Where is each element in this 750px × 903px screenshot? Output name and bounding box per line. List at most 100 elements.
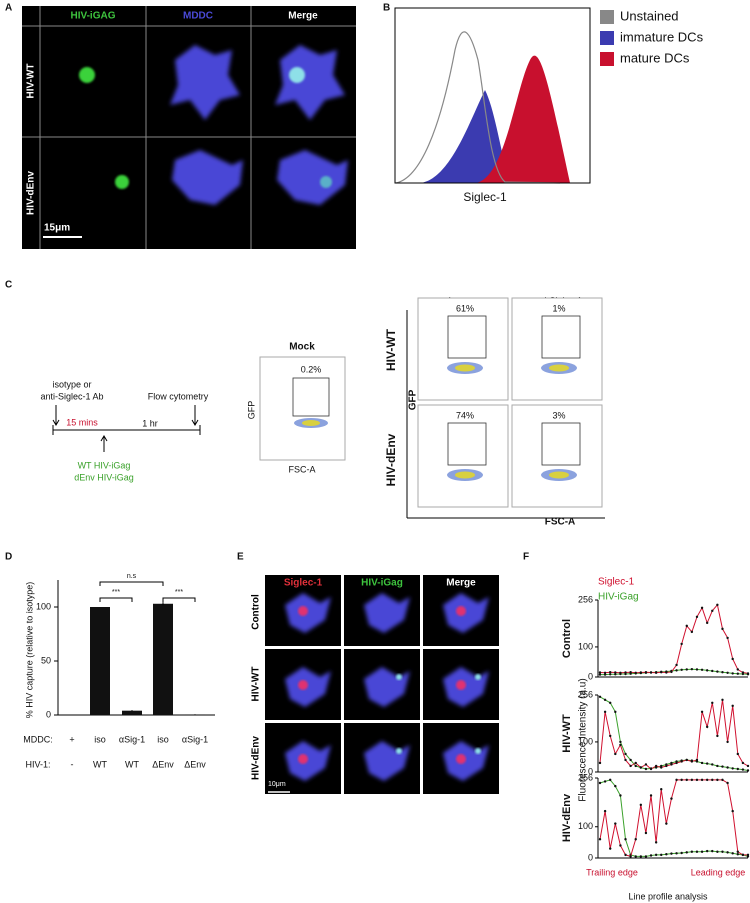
profile-point [736, 767, 739, 771]
profile-point [705, 621, 709, 625]
profile-point [660, 766, 663, 769]
cells [455, 471, 475, 479]
spot [456, 606, 466, 616]
spot [456, 754, 466, 764]
profile-point [603, 673, 607, 676]
profile-point [721, 698, 724, 702]
profile-point [629, 670, 632, 674]
row-label: Control [561, 619, 573, 658]
panel-f: Fluorescence Intensity (a.u) Trailing ed… [561, 577, 750, 901]
profile-point [654, 841, 658, 844]
gate [447, 422, 487, 466]
profile-point [624, 671, 627, 674]
y-tick-label: 100 [578, 736, 593, 746]
profile-point [716, 670, 719, 673]
profile-point [731, 657, 734, 661]
profile-line [599, 779, 749, 857]
scale-bar-label: 10μm [268, 781, 286, 788]
row-label: HIV-dEnv [251, 736, 262, 780]
profile-point [619, 740, 622, 744]
profile-point [609, 847, 612, 850]
y-tick-label: 0 [588, 766, 593, 776]
profile-point [634, 855, 637, 858]
legend-swatch [600, 52, 614, 66]
x-annotation: Trailing edge [586, 867, 638, 877]
profile-point [614, 671, 617, 674]
profile-point [624, 758, 627, 762]
y-axis-label: % HIV capture (relative to isotype) [24, 582, 34, 719]
profile-point [624, 752, 627, 756]
profile-point [660, 670, 663, 674]
profile-point [680, 760, 683, 763]
row-label: MDDC: [23, 734, 53, 744]
profile-point [609, 734, 612, 738]
cell [285, 741, 331, 781]
facs-plot [417, 297, 509, 401]
profile-point [705, 669, 709, 672]
profile-point [711, 778, 714, 782]
profile-line [599, 699, 749, 770]
gate-percent: 3% [552, 410, 565, 420]
cells [549, 364, 569, 372]
column-header: Merge [288, 11, 318, 22]
timeline-label: isotype or [52, 379, 91, 389]
cells [455, 364, 475, 372]
profile-point [726, 766, 729, 769]
profile-point [700, 668, 704, 671]
profile-point [721, 778, 724, 782]
bar [185, 714, 205, 715]
profile-point [731, 767, 734, 770]
row-label: HIV-dEnv [384, 433, 398, 486]
profile-point [624, 838, 627, 841]
profile-point [711, 669, 714, 673]
profile-point [695, 615, 699, 619]
profile-point [629, 758, 632, 762]
timeline-label: Flow cytometry [148, 391, 209, 401]
profile-point [741, 671, 745, 674]
profile-point [614, 822, 617, 825]
x-annotation: Leading edge [691, 867, 746, 877]
profile-point [665, 764, 668, 768]
category-label: - [71, 759, 74, 769]
spot [475, 748, 481, 754]
profile-point [665, 671, 668, 674]
profile-point [644, 831, 648, 835]
profile-point [639, 671, 643, 674]
profile-point [598, 761, 602, 765]
column-header: Merge [446, 578, 476, 589]
profile-point [705, 849, 709, 853]
profile-point [624, 853, 627, 857]
facs-plot [511, 297, 603, 401]
profile-point [660, 853, 663, 857]
y-tick-label: 0 [46, 709, 51, 719]
column-header: HIV-iGAG [70, 11, 115, 22]
timeline-label: anti-Siglec-1 Ab [40, 391, 103, 401]
profile-point [603, 698, 607, 702]
profile-point [634, 671, 637, 674]
profile-point [695, 758, 699, 762]
profile-point [685, 624, 688, 628]
profile-point [726, 851, 729, 854]
annotation: *** [175, 589, 183, 596]
legend-label: HIV-iGag [598, 592, 639, 603]
y-axis-label: Fluorescence Intensity (a.u) [578, 678, 589, 801]
gate-percent: 1% [552, 303, 565, 313]
profile-point [680, 668, 683, 671]
gate [541, 422, 581, 466]
profile-point [726, 671, 729, 674]
profile-line [600, 668, 749, 676]
profile-point [711, 609, 714, 613]
bracket [99, 581, 164, 586]
scale-bar-label: 15μm [44, 223, 70, 234]
profile-point [716, 734, 719, 738]
panel-d: % HIV capture (relative to isotype) 0 50 1… [23, 573, 215, 769]
profile-point [695, 778, 699, 782]
gate [447, 315, 487, 359]
profile-point [598, 673, 602, 676]
profile-point [736, 668, 739, 671]
cell [285, 593, 331, 633]
legend-swatch [600, 31, 614, 45]
spot [456, 680, 466, 690]
panel-label: E [237, 552, 244, 563]
